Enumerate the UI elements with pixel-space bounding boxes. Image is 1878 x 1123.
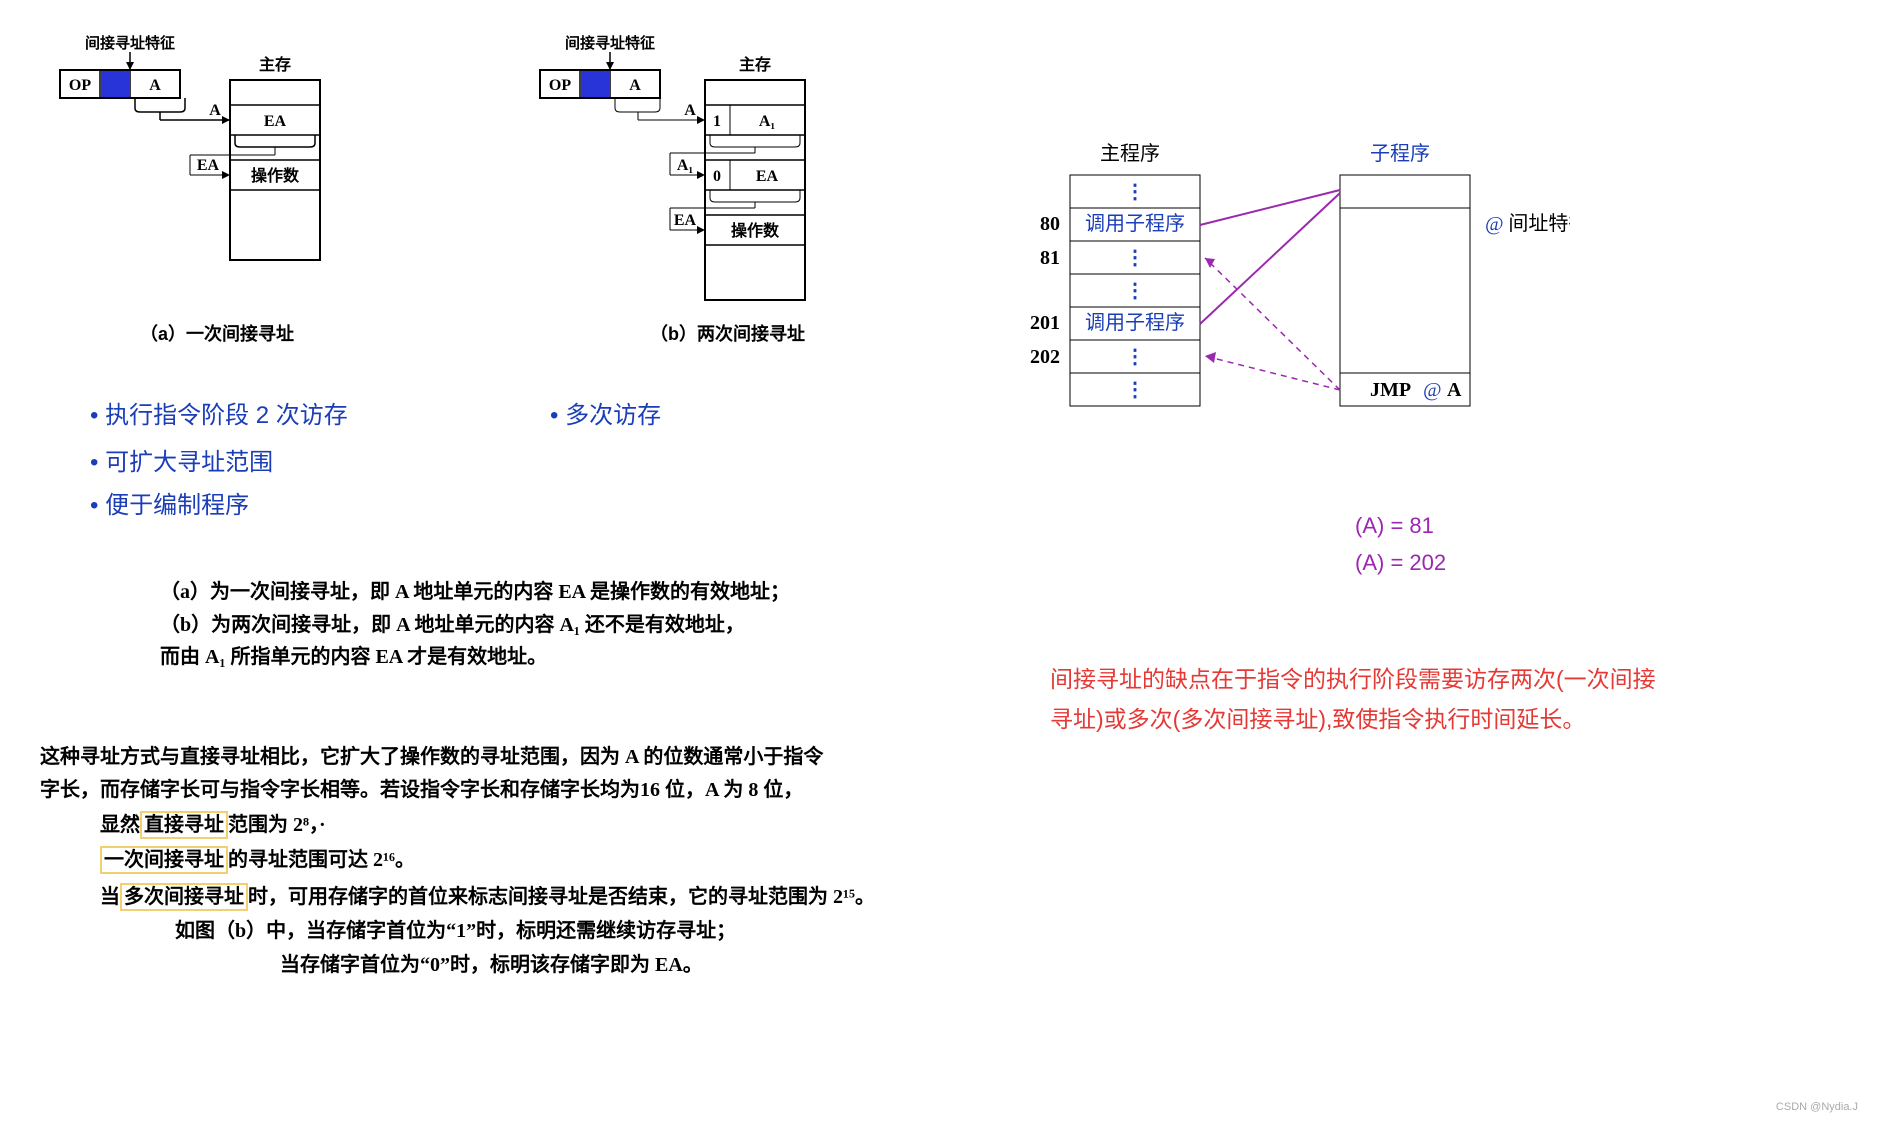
svg-text:操作数: 操作数: [251, 166, 300, 185]
svg-text:201: 201: [1030, 312, 1060, 334]
svg-text:EA: EA: [197, 157, 220, 174]
svg-text:EA: EA: [674, 212, 697, 229]
svg-text:操作数: 操作数: [731, 221, 780, 240]
bullet-2: 可扩大寻址范围: [90, 442, 273, 477]
diagram-a: 间接寻址特征 OP A A 主存 EA 操作数 EA: [30, 30, 390, 290]
svg-text:A: A: [1447, 379, 1462, 401]
svg-text:OP: OP: [69, 77, 91, 94]
svg-text:A₁: A₁: [677, 157, 694, 174]
bullet-1: 执行指令阶段 2 次访存: [90, 395, 348, 430]
para-3: 显然直接寻址范围为 2⁸，·: [100, 808, 326, 837]
p3-hl: 直接寻址: [140, 811, 228, 839]
svg-text:@ 间址特征: @ 间址特征: [1485, 212, 1570, 235]
svg-text:JMP: JMP: [1370, 379, 1411, 401]
svg-text:⋮: ⋮: [1125, 280, 1145, 302]
p4-hl: 一次间接寻址: [100, 846, 228, 874]
svg-text:A: A: [629, 77, 641, 94]
para-2: 字长，而存储字长可与指令字长相等。若设指令字长和存储字长均为16 位，A 为 8…: [40, 773, 803, 802]
svg-text:主存: 主存: [259, 55, 291, 74]
rd-title-left: 主程序: [1100, 142, 1160, 165]
svg-text:⋮: ⋮: [1125, 346, 1145, 368]
svg-text:⋮: ⋮: [1125, 181, 1145, 203]
svg-text:⋮: ⋮: [1125, 379, 1145, 401]
svg-text:A: A: [684, 102, 696, 119]
eq-2: (A) = 202: [1355, 550, 1446, 576]
diagram-b: 间接寻址特征 OP A A 主存 1 A₁ 0 EA 操作数 A₁: [530, 30, 890, 310]
svg-text:A₁: A₁: [759, 113, 776, 130]
red-1: 间接寻址的缺点在于指令的执行阶段需要访存两次(一次间接: [1050, 660, 1656, 694]
para-4: 一次间接寻址的寻址范围可达 2¹⁶。: [100, 843, 415, 872]
svg-text:EA: EA: [264, 113, 287, 130]
svg-text:调用子程序: 调用子程序: [1085, 212, 1185, 235]
svg-text:@: @: [1423, 379, 1441, 401]
svg-text:1: 1: [713, 113, 721, 130]
desc-1: （a）为一次间接寻址，即 A 地址单元的内容 EA 是操作数的有效地址；: [160, 575, 790, 604]
bullet-3: 便于编制程序: [90, 485, 249, 520]
p4-post: 的寻址范围可达 2¹⁶。: [228, 849, 415, 871]
p3-pre: 显然: [100, 814, 140, 836]
svg-text:调用子程序: 调用子程序: [1085, 311, 1185, 334]
svg-text:主存: 主存: [739, 55, 771, 74]
svg-text:202: 202: [1030, 346, 1060, 368]
diag-b-caption: （b）两次间接寻址: [650, 320, 805, 346]
svg-text:A: A: [209, 102, 221, 119]
para-6: 如图（b）中，当存储字首位为“1”时，标明还需继续访存寻址；: [175, 914, 736, 943]
rd-title-right: 子程序: [1370, 142, 1430, 165]
p5-hl: 多次间接寻址: [120, 883, 248, 911]
svg-text:间接寻址特征: 间接寻址特征: [565, 34, 655, 52]
svg-text:0: 0: [713, 168, 721, 185]
watermark: CSDN @Nydia.J: [1776, 1101, 1858, 1113]
eq-1: (A) = 81: [1355, 513, 1434, 539]
svg-text:EA: EA: [756, 168, 779, 185]
svg-text:OP: OP: [549, 77, 571, 94]
svg-text:80: 80: [1040, 213, 1060, 235]
bullet-right: 多次访存: [550, 395, 661, 430]
para-1: 这种寻址方式与直接寻址相比，它扩大了操作数的寻址范围，因为 A 的位数通常小于指…: [40, 740, 823, 769]
p5-pre: 当: [100, 886, 120, 908]
diag-a-title: 间接寻址特征: [85, 34, 175, 52]
svg-text:A: A: [149, 77, 161, 94]
diag-a-caption: （a）一次间接寻址: [140, 320, 294, 346]
svg-text:⋮: ⋮: [1125, 247, 1145, 269]
desc-3: 而由 A₁ 所指单元的内容 EA 才是有效地址。: [160, 640, 547, 669]
para-7: 当存储字首位为“0”时，标明该存储字即为 EA。: [280, 948, 703, 977]
p3-post: 范围为 2⁸，·: [228, 814, 326, 836]
red-2: 寻址)或多次(多次间接寻址),致使指令执行时间延长。: [1050, 700, 1585, 734]
desc-2: （b）为两次间接寻址，即 A 地址单元的内容 A₁ 还不是有效地址，: [160, 608, 745, 637]
para-5: 当多次间接寻址时，可用存储字的首位来标志间接寻址是否结束，它的寻址范围为 2¹⁵…: [100, 880, 875, 909]
right-diagram: 主程序 子程序 ⋮ 调用子程序 ⋮ ⋮ 调用子程序 ⋮ ⋮ 80 81 201 …: [1010, 140, 1570, 520]
p5-post: 时，可用存储字的首位来标志间接寻址是否结束，它的寻址范围为 2¹⁵。: [248, 886, 875, 908]
svg-text:81: 81: [1040, 247, 1060, 269]
